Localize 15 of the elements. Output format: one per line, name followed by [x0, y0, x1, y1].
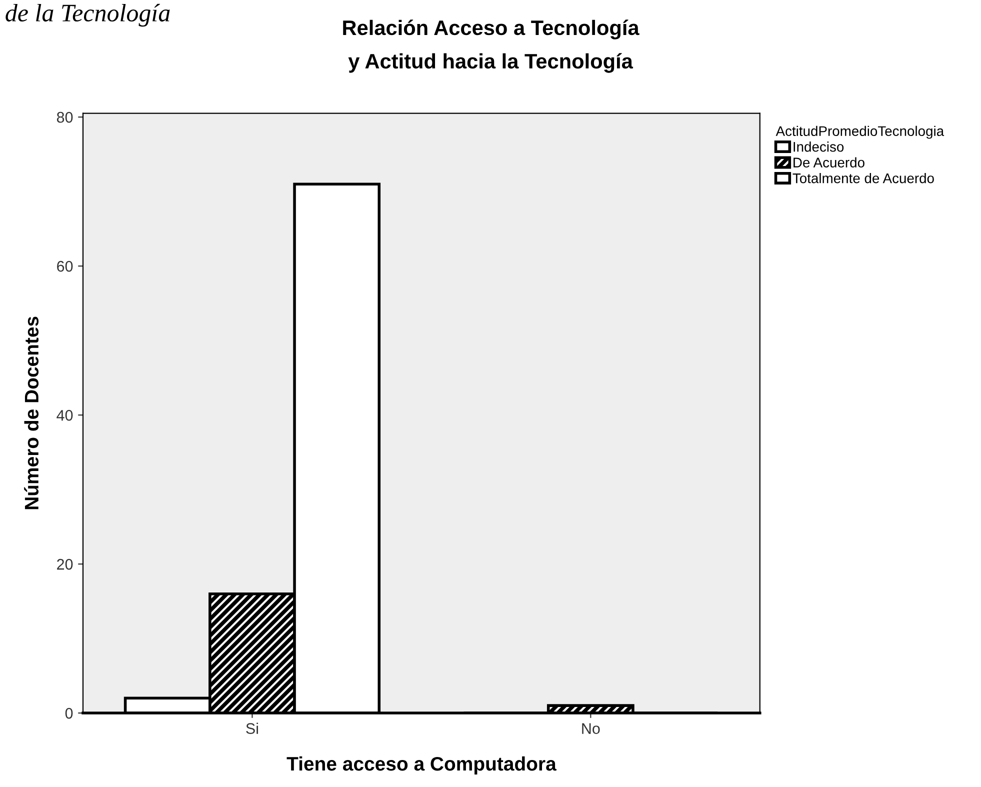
- y-tick-label: 40: [56, 410, 73, 421]
- y-axis-title: Número de Docentes: [24, 316, 39, 510]
- legend-label: Totalmente de Acuerdo: [792, 173, 934, 184]
- x-tick-label: Si: [246, 722, 258, 734]
- legend-label: Indeciso: [794, 142, 844, 152]
- y-tick-label: 0: [65, 708, 73, 719]
- y-tick-label: 80: [56, 112, 73, 123]
- chart-title: Relación Acceso a Tecnología y Actitud hacia la Tecnología: [343, 20, 640, 73]
- text: de la Tecnología: [6, 4, 170, 27]
- y-tick-label: 20: [57, 558, 73, 570]
- legend-title: ActitudPromedioTecnologia: [776, 126, 944, 139]
- legend-label: De Acuerdo: [794, 157, 864, 168]
- x-axis-title: Tiene acceso a Computadora: [286, 756, 556, 775]
- x-tick-label: No: [582, 723, 600, 734]
- y-tick-label: 60: [57, 260, 73, 272]
